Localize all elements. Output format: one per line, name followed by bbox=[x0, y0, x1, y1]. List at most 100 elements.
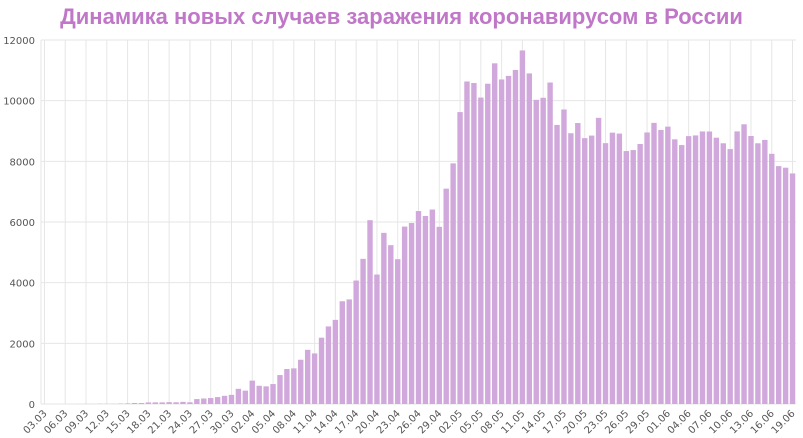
bar-10.04 bbox=[304, 349, 311, 404]
bar-31.03 bbox=[235, 388, 242, 404]
bar-18.04 bbox=[360, 258, 366, 404]
bar-15.04 bbox=[339, 301, 346, 404]
bar-23.05 bbox=[602, 143, 609, 404]
bar-19.05 bbox=[575, 123, 581, 405]
bar-27.03 bbox=[208, 398, 214, 404]
y-tick-label: 4000 bbox=[10, 279, 35, 290]
bar-18.03 bbox=[145, 402, 152, 404]
bar-26.04 bbox=[415, 211, 422, 404]
bar-25.04 bbox=[408, 223, 415, 404]
bar-08.04 bbox=[291, 368, 297, 404]
bar-14.06 bbox=[755, 143, 761, 404]
bar-29.05 bbox=[644, 132, 650, 404]
bar-06.04 bbox=[277, 375, 283, 404]
y-tick-label: 0 bbox=[29, 400, 35, 411]
x-axis: 03.0306.0309.0312.0315.0318.0321.0324.03… bbox=[22, 408, 798, 436]
bar-03.04 bbox=[256, 385, 262, 404]
bar-17.05 bbox=[561, 109, 567, 405]
chart-title: Динамика новых случаев заражения коронав… bbox=[60, 4, 743, 29]
bar-14.05 bbox=[540, 97, 546, 404]
bar-18.06 bbox=[782, 167, 789, 404]
bar-02.05 bbox=[457, 112, 463, 404]
bar-16.05 bbox=[554, 124, 560, 405]
bar-01.06 bbox=[665, 126, 671, 404]
bar-29.04 bbox=[436, 226, 442, 404]
y-tick-label: 8000 bbox=[10, 157, 35, 168]
bar-09.05 bbox=[505, 75, 512, 404]
bar-17.03 bbox=[138, 403, 145, 404]
bar-21.03 bbox=[166, 402, 172, 404]
bar-13.06 bbox=[748, 136, 754, 404]
bar-20.05 bbox=[582, 138, 588, 404]
y-tick-label: 2000 bbox=[10, 339, 35, 350]
bar-15.03 bbox=[124, 403, 131, 404]
bar-07.06 bbox=[706, 131, 713, 405]
bar-04.05 bbox=[471, 83, 477, 404]
bar-06.05 bbox=[485, 83, 491, 405]
bar-08.06 bbox=[713, 137, 720, 404]
bar-13.05 bbox=[533, 99, 539, 404]
bar-22.05 bbox=[595, 117, 602, 404]
bar-11.04 bbox=[311, 353, 318, 404]
bar-14.04 bbox=[332, 319, 339, 404]
bar-21.05 bbox=[588, 135, 595, 404]
bar-26.03 bbox=[201, 398, 207, 404]
bar-25.05 bbox=[616, 133, 623, 404]
bar-09.06 bbox=[720, 143, 726, 404]
bar-24.04 bbox=[401, 226, 408, 404]
bar-24.05 bbox=[609, 132, 616, 404]
bar-23.03 bbox=[180, 401, 186, 404]
bar-01.04 bbox=[242, 390, 249, 404]
bar-25.03 bbox=[194, 399, 200, 404]
bar-11.05 bbox=[519, 50, 526, 405]
bar-28.05 bbox=[637, 143, 643, 405]
bar-16.04 bbox=[346, 299, 352, 404]
bar-12.06 bbox=[741, 124, 747, 405]
bar-11.06 bbox=[734, 131, 740, 404]
bar-30.05 bbox=[651, 122, 657, 405]
bar-16.03 bbox=[131, 402, 138, 404]
bar-28.03 bbox=[214, 397, 221, 404]
bar-10.05 bbox=[512, 69, 519, 404]
y-tick-label: 12000 bbox=[3, 36, 35, 47]
y-tick-label: 6000 bbox=[10, 218, 35, 229]
bar-30.03 bbox=[228, 394, 235, 404]
bar-15.06 bbox=[762, 139, 768, 405]
bar-29.03 bbox=[221, 395, 228, 404]
bar-07.05 bbox=[491, 63, 498, 404]
bar-23.04 bbox=[395, 259, 401, 404]
bar-10.06 bbox=[727, 149, 733, 404]
bar-02.04 bbox=[249, 380, 255, 404]
bar-27.05 bbox=[630, 150, 636, 404]
bar-13.04 bbox=[325, 326, 332, 404]
bar-05.05 bbox=[478, 97, 484, 404]
bar-layer bbox=[41, 50, 796, 405]
bar-24.03 bbox=[187, 402, 193, 404]
bar-20.03 bbox=[159, 402, 165, 404]
bar-16.06 bbox=[769, 153, 775, 404]
bar-07.04 bbox=[284, 369, 290, 404]
y-axis: 0 2000 4000 6000 8000 10000 12000 bbox=[3, 36, 35, 411]
bar-05.06 bbox=[692, 135, 699, 404]
bar-09.04 bbox=[298, 359, 304, 404]
bar-19.04 bbox=[367, 220, 373, 404]
bar-04.04 bbox=[263, 386, 269, 404]
bar-21.04 bbox=[381, 232, 387, 404]
bar-30.04 bbox=[443, 188, 449, 404]
bar-19.06 bbox=[789, 173, 796, 404]
bar-22.03 bbox=[173, 402, 179, 404]
bar-31.05 bbox=[658, 129, 664, 404]
bar-17.04 bbox=[353, 280, 359, 404]
bar-20.04 bbox=[374, 274, 380, 404]
bar-18.05 bbox=[568, 133, 574, 405]
bar-12.04 bbox=[318, 337, 325, 404]
bar-03.06 bbox=[679, 145, 685, 404]
bar-22.04 bbox=[388, 245, 394, 404]
bar-03.05 bbox=[464, 81, 470, 404]
bar-15.05 bbox=[547, 82, 553, 404]
x-tick-label: 19.06 bbox=[770, 408, 798, 436]
bar-04.06 bbox=[685, 136, 692, 404]
bar-27.04 bbox=[422, 215, 429, 404]
bar-17.06 bbox=[775, 166, 782, 404]
